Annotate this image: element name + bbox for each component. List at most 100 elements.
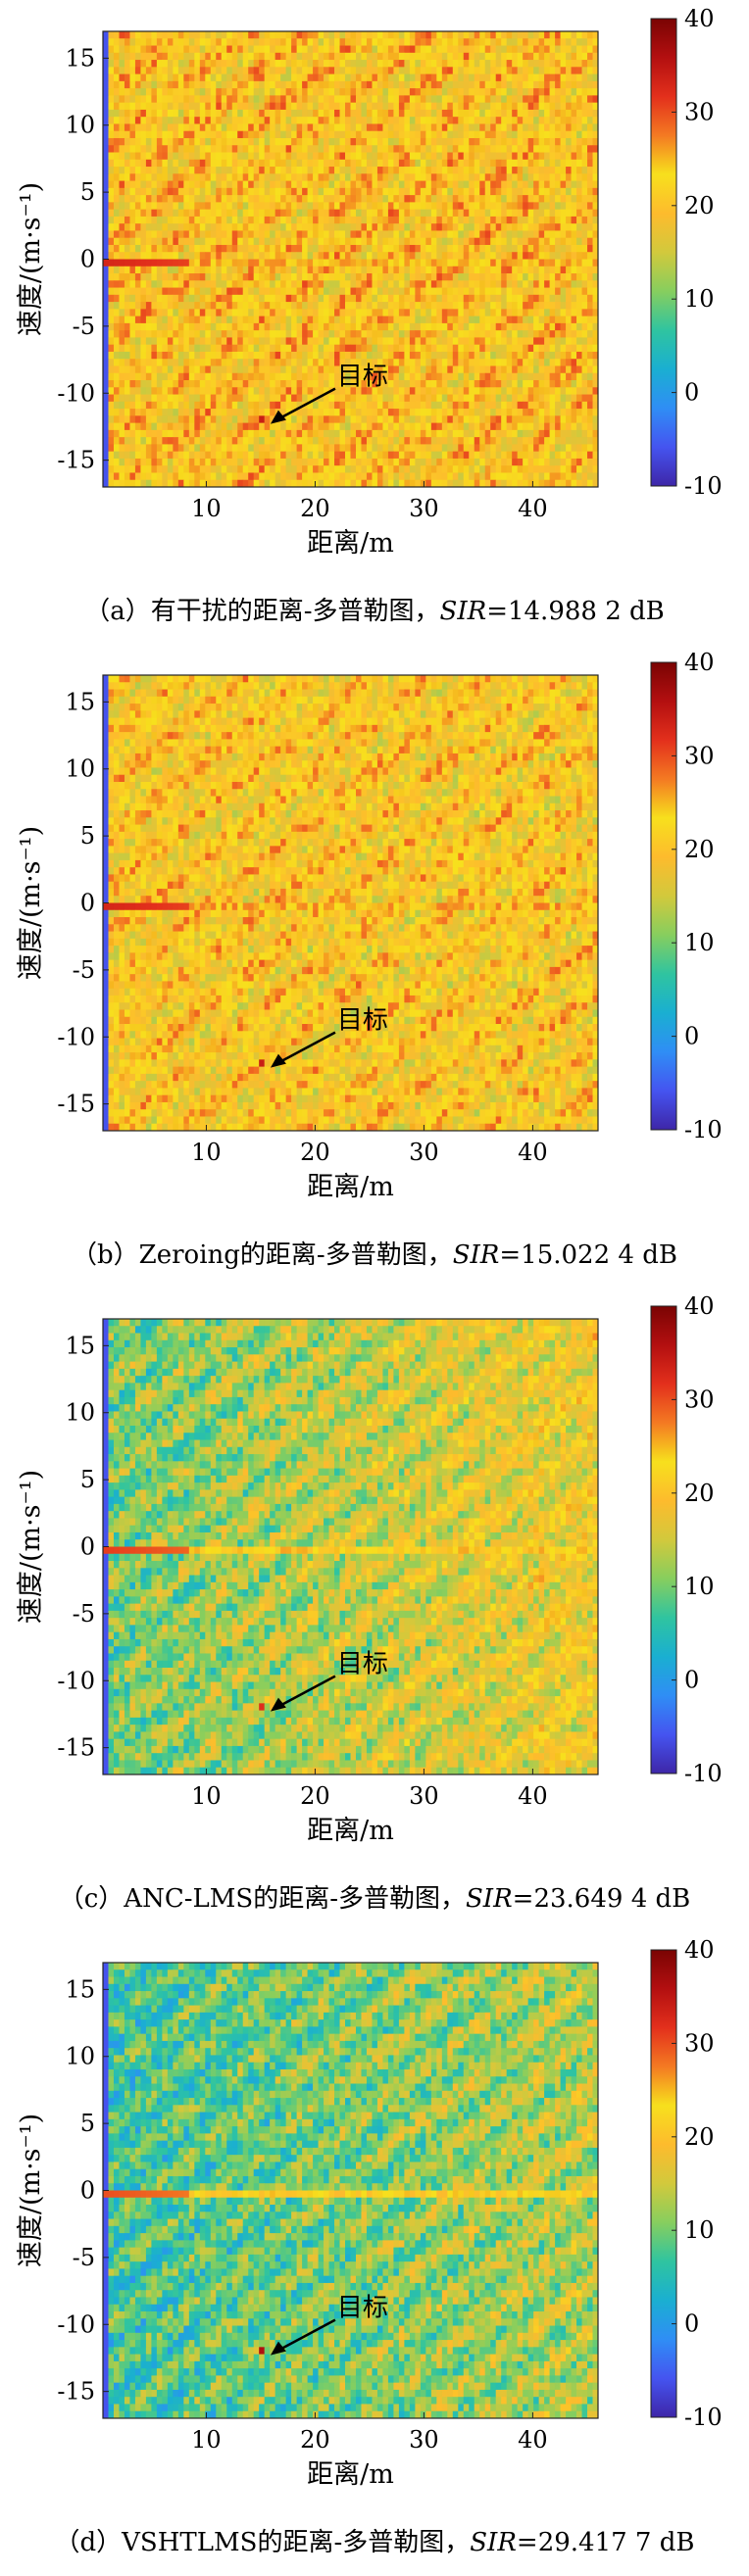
heatmap-cell <box>463 130 470 139</box>
heatmap-cell <box>533 80 540 89</box>
heatmap-cell <box>113 38 120 46</box>
heatmap-cell <box>458 380 465 388</box>
heatmap-cell <box>231 31 238 39</box>
heatmap-cell <box>366 45 373 54</box>
heatmap-cell <box>512 95 519 104</box>
heatmap-cell <box>339 372 346 381</box>
heatmap-cell <box>108 216 115 224</box>
heatmap-cell <box>216 137 223 146</box>
heatmap-cell <box>248 159 255 168</box>
heatmap-cell <box>242 95 249 104</box>
heatmap-cell <box>463 252 470 260</box>
heatmap-cell <box>345 109 351 118</box>
heatmap-cell <box>151 266 158 274</box>
heatmap-cell <box>129 45 136 54</box>
heatmap-cell <box>495 259 502 267</box>
heatmap-cell <box>555 309 561 317</box>
heatmap-cell <box>140 109 147 118</box>
heatmap-cell <box>576 80 582 89</box>
heatmap-cell <box>495 230 502 239</box>
heatmap-cell <box>393 159 400 168</box>
heatmap-cell <box>231 372 238 381</box>
heatmap-cell <box>479 60 486 68</box>
heatmap-cell <box>302 266 308 274</box>
heatmap-cell <box>474 394 480 403</box>
heatmap-cell <box>291 152 298 161</box>
heatmap-cell <box>264 137 271 146</box>
heatmap-cell <box>226 223 233 231</box>
heatmap-cell <box>275 287 281 296</box>
heatmap-cell <box>216 415 223 424</box>
heatmap-cell <box>313 216 319 224</box>
heatmap-cell <box>291 244 298 253</box>
heatmap-cell <box>345 67 351 74</box>
heatmap-cell <box>495 209 502 218</box>
heatmap-cell <box>242 67 249 74</box>
heatmap-cell <box>350 73 357 82</box>
heatmap-cell <box>387 216 394 224</box>
heatmap-cell <box>512 273 519 281</box>
heatmap-cell <box>156 266 163 274</box>
heatmap-cell <box>173 280 179 288</box>
heatmap-cell <box>463 60 470 68</box>
heatmap-cell <box>173 167 179 174</box>
heatmap-cell <box>328 380 335 388</box>
heatmap-cell <box>313 167 319 174</box>
heatmap-cell <box>430 244 437 253</box>
heatmap-cell <box>145 80 152 89</box>
heatmap-cell <box>113 202 120 211</box>
heatmap-cell <box>134 415 141 424</box>
heatmap-cell <box>361 316 368 324</box>
heatmap-cell <box>205 273 212 281</box>
heatmap-cell <box>447 117 454 124</box>
heatmap-cell <box>221 159 227 168</box>
heatmap-cell <box>167 415 174 424</box>
heatmap-cell <box>355 252 362 260</box>
heatmap-cell <box>151 380 158 388</box>
heatmap-cell <box>194 167 201 174</box>
heatmap-cell <box>592 60 599 68</box>
heatmap-cell <box>345 401 351 410</box>
heatmap-cell <box>361 309 368 317</box>
heatmap-cell <box>490 88 497 96</box>
heatmap-cell <box>430 180 437 189</box>
heatmap-cell <box>420 202 426 211</box>
heatmap-cell <box>560 73 567 82</box>
heatmap-cell <box>296 223 303 231</box>
heatmap-cell <box>523 180 529 189</box>
heatmap-cell <box>285 394 292 403</box>
heatmap-cell <box>549 137 556 146</box>
heatmap-cell <box>103 337 109 346</box>
heatmap-cell <box>474 145 480 153</box>
heatmap-cell <box>523 88 529 96</box>
heatmap-cell <box>355 73 362 82</box>
heatmap-cell <box>173 80 179 89</box>
heatmap-cell <box>173 401 179 410</box>
heatmap-cell <box>420 130 426 139</box>
heatmap-cell <box>221 180 227 189</box>
heatmap-cell <box>447 145 454 153</box>
heatmap-cell <box>248 372 255 381</box>
heatmap-cell <box>124 38 130 46</box>
heatmap-cell <box>248 152 255 161</box>
heatmap-cell <box>361 159 368 168</box>
heatmap-cell <box>555 60 561 68</box>
heatmap-cell <box>221 95 227 104</box>
heatmap-cell <box>484 102 491 111</box>
heatmap-cell <box>355 137 362 146</box>
heatmap-cell <box>544 294 550 303</box>
heatmap-cell <box>210 38 217 46</box>
heatmap-cell <box>452 244 459 253</box>
heatmap-cell <box>544 117 550 124</box>
heatmap-cell <box>313 359 319 366</box>
heatmap-cell <box>226 322 233 331</box>
heatmap-cell <box>270 195 276 203</box>
heatmap-cell <box>285 123 292 132</box>
heatmap-cell <box>484 195 491 203</box>
heatmap-cell <box>210 95 217 104</box>
heatmap-cell <box>134 60 141 68</box>
heatmap-cell <box>398 130 405 139</box>
heatmap-cell <box>350 252 357 260</box>
heatmap-cell <box>231 330 238 338</box>
heatmap-cell <box>501 244 508 253</box>
